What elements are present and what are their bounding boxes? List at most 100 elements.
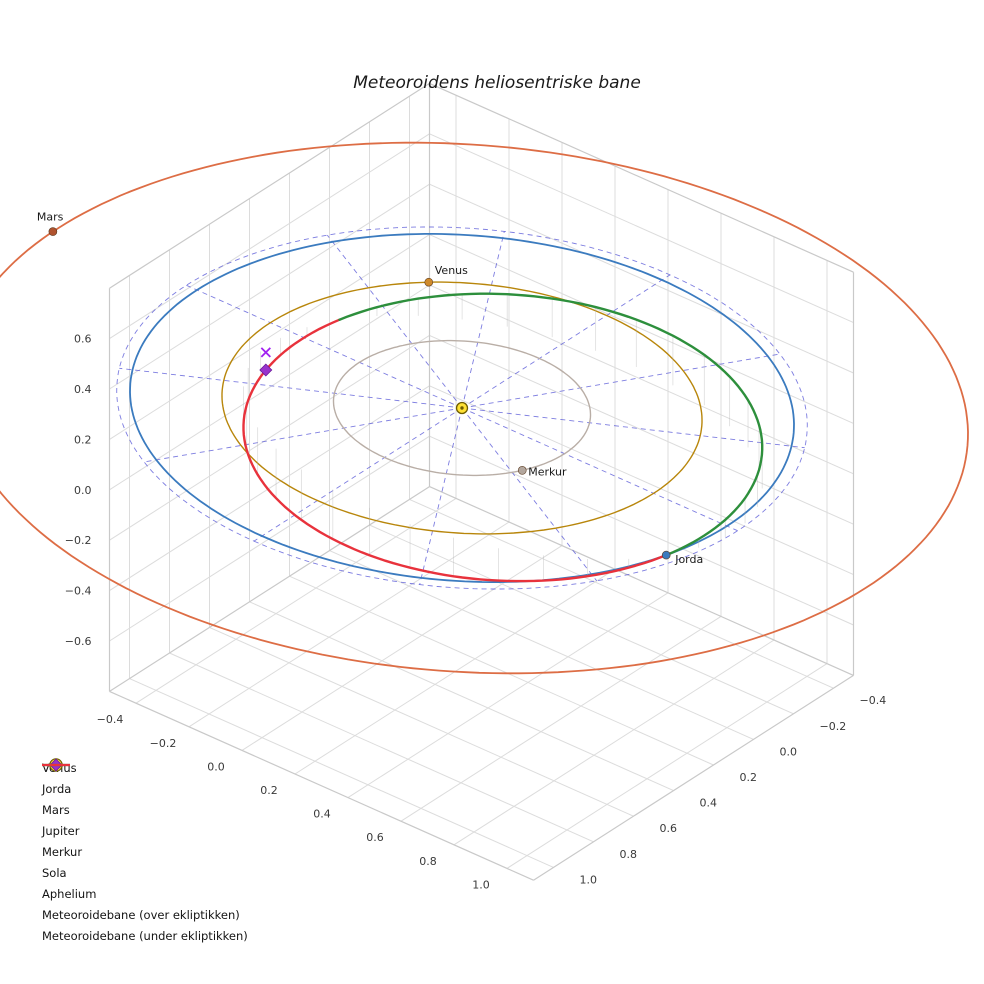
z-tick-label: −0.4	[65, 585, 92, 598]
grid-line	[169, 652, 594, 843]
legend-item: Jorda	[38, 760, 248, 799]
merkur-orbit-path	[332, 339, 592, 477]
jorda-orbit-path	[129, 233, 795, 583]
legend-line-icon	[42, 763, 70, 767]
x-tick-label: 0.4	[700, 797, 718, 810]
grid-line	[400, 615, 722, 822]
pane-edge	[429, 486, 854, 676]
x-tick-label: −0.2	[820, 720, 847, 733]
pane-edge	[109, 82, 430, 289]
ecliptic-spoke	[326, 234, 463, 409]
legend-label: Mars	[42, 802, 70, 817]
grid-line	[109, 183, 430, 390]
legend-item: Jupiter	[38, 760, 248, 841]
legend-label: Aphelium	[42, 886, 97, 901]
grid-line	[429, 334, 854, 525]
axes-grid	[108, 82, 855, 881]
grid-line	[506, 663, 828, 869]
jorda-label: Jorda	[674, 553, 703, 566]
grid-line	[109, 133, 430, 340]
x-tick-label: 1.0	[580, 873, 598, 886]
pane-edge	[429, 82, 854, 273]
grid-line	[429, 385, 854, 576]
x-tick-label: 0.2	[740, 771, 758, 784]
venus-orbit-path	[221, 281, 703, 535]
ecliptic-spokes	[116, 226, 808, 590]
x-tick-label: −0.4	[860, 694, 887, 707]
aphelium-marker	[259, 363, 273, 377]
ecliptic-spoke	[461, 407, 805, 449]
grid-line	[429, 284, 854, 475]
legend-item: Meteoroidebane (over ekliptikken)	[38, 763, 248, 925]
legend-item: Meteoroidebane (under ekliptikken)	[38, 763, 248, 946]
merkur-label: Merkur	[528, 465, 567, 478]
legend-label: Jorda	[42, 781, 72, 796]
plot-title: Meteoroidens heliosentriske bane	[353, 73, 641, 93]
grid-line	[369, 524, 794, 715]
sola-marker-core	[460, 406, 464, 410]
body-markers	[48, 227, 671, 560]
grid-line	[429, 234, 854, 424]
grid-line	[453, 639, 775, 846]
legend: VenusJordaMarsJupiterMerkurSolaApheliumM…	[38, 757, 248, 946]
grid-line	[329, 550, 754, 740]
mars-orbit-path	[0, 141, 969, 675]
legend-label: Sola	[42, 865, 67, 880]
ecliptic-spoke	[186, 284, 463, 409]
x-tick-label: 0.6	[660, 822, 678, 835]
grid-line	[109, 284, 430, 491]
meteoroid-orbit	[242, 292, 764, 583]
text-labels: Venus Jorda Mars Merkur −0.4 −0.2 0.0 0.2 0.4 0.6…	[37, 211, 886, 892]
grid-line	[135, 497, 457, 704]
grid-line	[109, 385, 430, 592]
grid-line	[209, 626, 634, 817]
grid-line	[347, 592, 669, 799]
pane-edge	[533, 674, 854, 881]
legend-label: Jupiter	[42, 823, 80, 838]
x-marker	[260, 347, 271, 358]
venus-label: Venus	[435, 264, 468, 277]
y-tick-label: 0.4	[313, 808, 331, 821]
ecliptic-spoke	[419, 407, 463, 585]
legend-label: Meteoroidebane (under ekliptikken)	[42, 928, 248, 943]
legend-item: Mars	[38, 760, 248, 820]
meteoroid-stems	[243, 294, 763, 581]
y-tick-label: 0.8	[419, 855, 437, 868]
legend-label: Meteoroidebane (over ekliptikken)	[42, 907, 240, 922]
grid-line	[429, 133, 854, 324]
legend-label: Merkur	[42, 844, 83, 859]
z-tick-label: 0.6	[74, 333, 92, 346]
venus-marker	[424, 277, 434, 287]
ecliptic-spoke	[119, 367, 463, 409]
grid-line	[429, 435, 854, 626]
ecliptic-spoke	[461, 231, 505, 409]
y-tick-label: 1.0	[472, 878, 490, 891]
ecliptic-spoke	[461, 407, 598, 582]
legend-item: Sola	[38, 758, 248, 883]
y-tick-label: −0.4	[97, 713, 124, 726]
mars-marker	[48, 227, 58, 236]
pane-edge	[109, 690, 534, 881]
grid-line	[129, 678, 554, 868]
z-tick-label: 0.2	[74, 433, 92, 446]
y-tick-label: 0.0	[207, 760, 225, 773]
z-tick-label: 0.4	[74, 383, 92, 396]
grid-line	[289, 575, 714, 766]
z-tick-label: −0.6	[65, 635, 92, 648]
meteoroid-below-ecliptic-path	[242, 318, 668, 583]
ecliptic-ring	[116, 226, 808, 590]
legend-item: Aphelium	[38, 758, 248, 904]
merkur-marker	[517, 466, 527, 475]
grid-line	[109, 234, 430, 440]
x-tick-label: 0.8	[620, 848, 638, 861]
grid-line	[429, 183, 854, 374]
z-tick-label: −0.2	[65, 534, 92, 547]
y-tick-label: 0.2	[260, 784, 278, 797]
meteoroid-above-ecliptic-path	[338, 292, 764, 557]
y-tick-label: −0.2	[150, 737, 177, 750]
grid-line	[188, 521, 510, 728]
legend-item: Merkur	[38, 760, 248, 862]
jorda-marker	[661, 550, 671, 560]
